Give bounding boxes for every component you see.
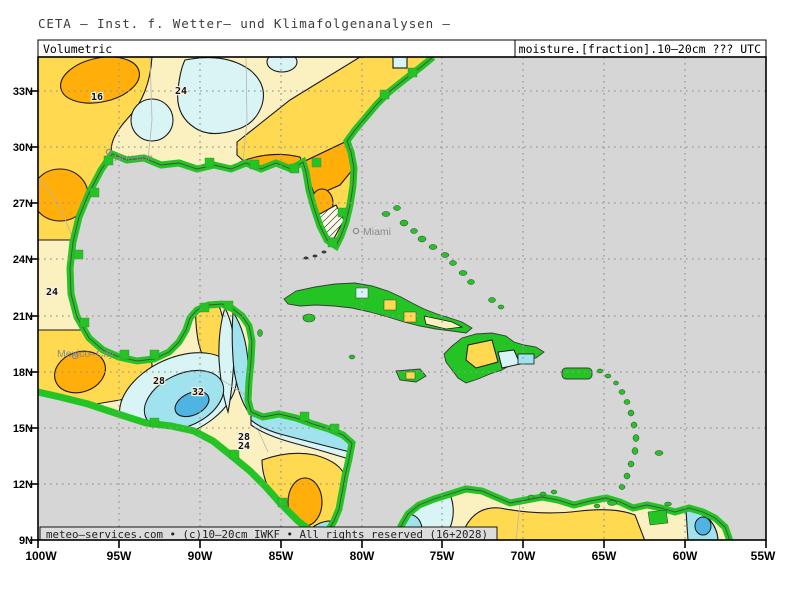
credit-text: meteo–services.com • (c)10–20cm IWKF • A… [46,528,488,541]
hispaniola [443,332,545,384]
cuba [283,282,473,334]
contour-label-24c: 24 [238,441,250,452]
lon-label: 95W [107,549,132,563]
houston-marker [105,148,113,156]
contour-value-labels: 16 24 24 28 32 28 24 [45,85,252,454]
lat-label: 9N [19,535,33,547]
lesser-antilles [257,329,672,526]
lat-label: 33N [13,86,33,98]
jamaica [395,368,427,383]
lat-label: 30N [13,142,33,154]
map-border [37,56,767,541]
lat-label: 15N [13,423,33,435]
mexico-city-marker [71,352,79,360]
contour-label-24a: 24 [175,86,187,97]
lat-label: 18N [13,367,33,379]
city-label-mexico-city: Mexico–City [57,348,115,360]
lon-label: 85W [269,549,294,563]
contour-label-28b: 28 [238,432,250,443]
title-bar-right-label: moisture.[fraction].10–20cm ??? UTC [519,42,761,56]
header-title: CETA – Inst. f. Wetter– und Klimafolgena… [38,16,451,31]
bahamas-islands [381,205,505,310]
lat-label: 21N [13,311,33,323]
lon-label: 55W [751,549,776,563]
longitude-axis: 100W 95W 90W 85W 80W 75W 70W 65W 60W 55W [25,549,776,563]
lon-label: 60W [673,549,698,563]
lat-label: 24N [13,254,33,266]
title-bar: Volumetric moisture.[fraction].10–20cm ?… [37,39,767,58]
contour-label-28a: 28 [153,376,165,387]
latitude-axis: 33N 30N 27N 24N 21N 18N 15N 12N 9N [13,86,33,547]
lon-label: 100W [25,549,57,563]
lon-label: 65W [592,549,617,563]
title-bar-left-label: Volumetric [43,42,112,56]
graticule [38,57,766,540]
lat-label: 12N [13,479,33,491]
puerto-rico [561,367,593,380]
city-label-houston: Houston [114,152,153,164]
lat-label: 27N [13,198,33,210]
lon-label: 90W [188,549,213,563]
map-area: Houston Miami Mexico–City 16 24 24 28 32… [38,57,766,541]
lon-label: 75W [430,549,455,563]
florida-keys [303,250,327,260]
city-labels: Houston Miami Mexico–City [57,148,391,360]
city-label-miami: Miami [363,226,391,238]
lon-label: 70W [511,549,536,563]
contour-label-32: 32 [192,387,204,398]
axis-ticks [30,90,767,548]
contour-label-24b: 24 [46,287,58,298]
credit-box: meteo–services.com • (c)10–20cm IWKF • A… [39,526,498,541]
contour-label-16: 16 [91,92,103,103]
miami-marker [352,227,360,235]
lon-label: 80W [350,549,375,563]
